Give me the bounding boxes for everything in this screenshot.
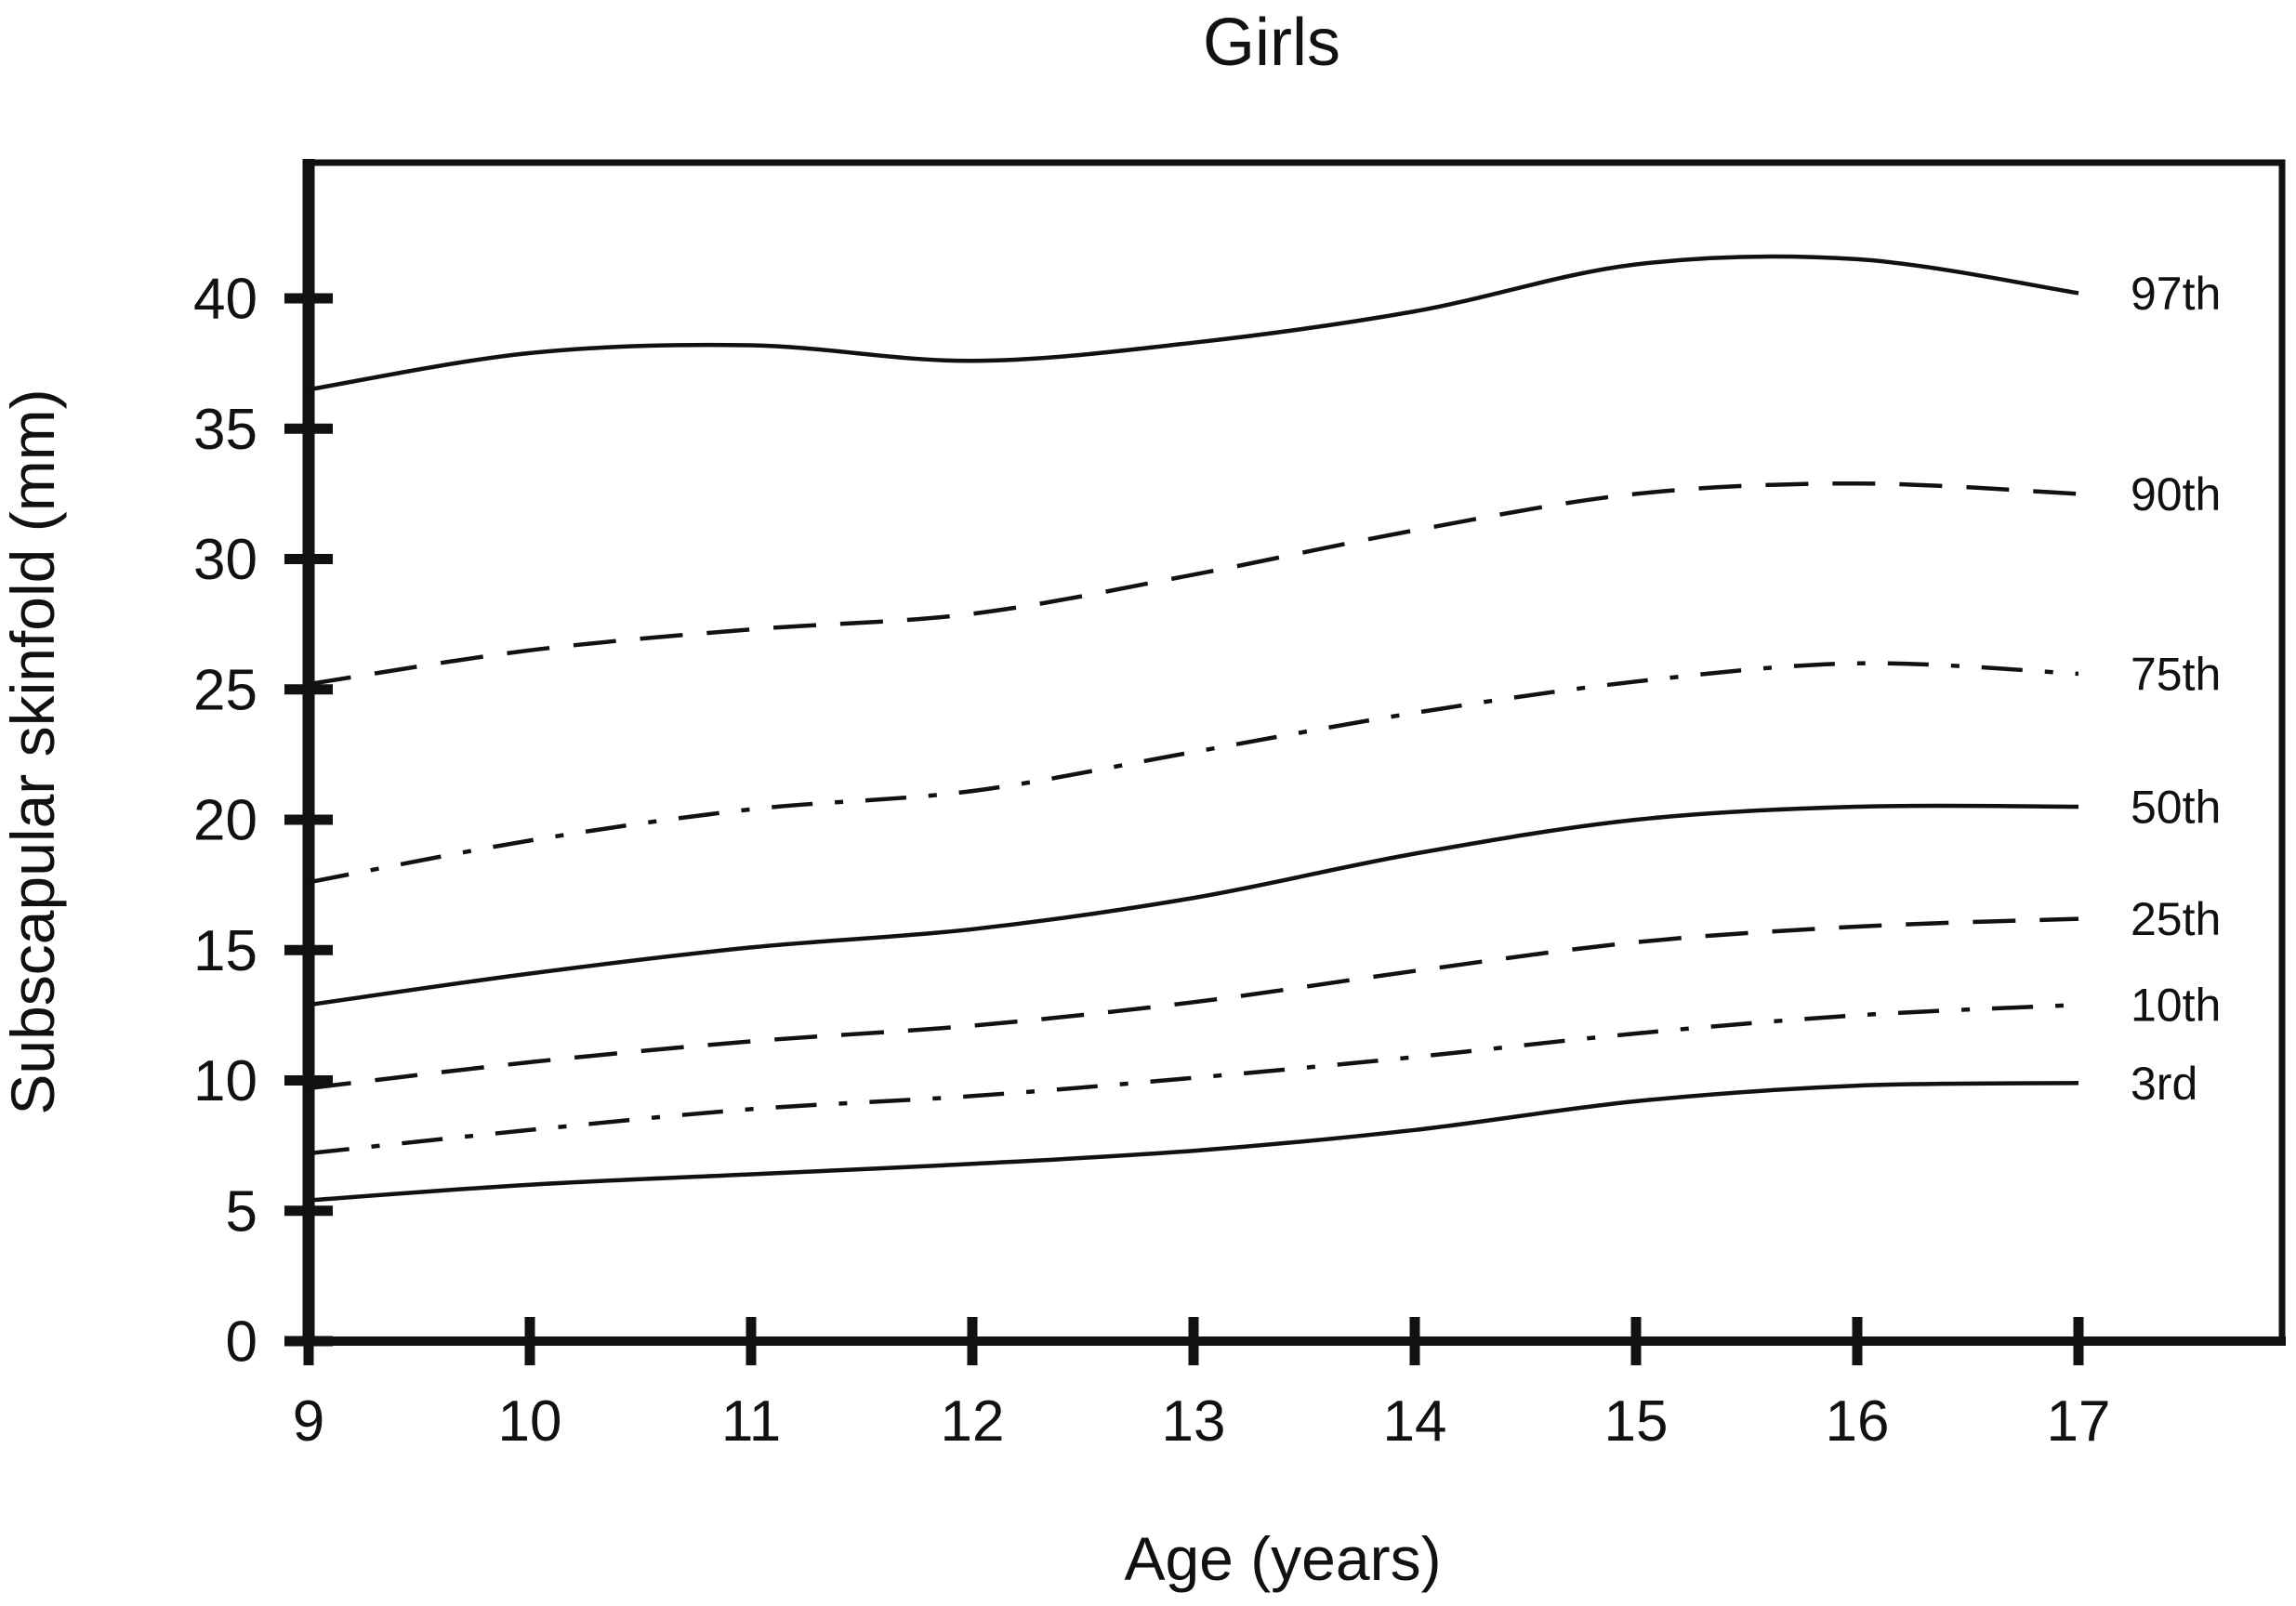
y-tick-label: 15 [193, 919, 257, 983]
x-axis-ticks: 9 10 11 12 13 14 15 16 17 [293, 1317, 2111, 1454]
curve-label-50th: 50th [2131, 782, 2221, 834]
x-tick-label: 14 [1383, 1389, 1447, 1454]
curve-90th [308, 480, 2079, 687]
x-tick-label: 15 [1604, 1389, 1669, 1454]
plot-frame [305, 159, 2286, 1345]
curve-label-90th: 90th [2131, 468, 2221, 520]
x-axis-title: Age (years) [1124, 1524, 1441, 1593]
y-tick-label: 35 [193, 398, 257, 462]
curve-label-10th: 10th [2131, 980, 2221, 1032]
y-tick-label: 40 [193, 268, 257, 332]
y-tick-label: 20 [193, 789, 257, 853]
x-tick-label: 16 [1826, 1389, 1890, 1454]
x-tick-label: 10 [498, 1389, 562, 1454]
curve-label-3rd: 3rd [2131, 1058, 2197, 1110]
percentile-curves [308, 254, 2079, 1203]
percentile-curve-labels: 97th 90th 75th 50th 25th 10th 3rd [2131, 268, 2221, 1110]
chart-title: Girls [1203, 6, 1340, 80]
y-axis-ticks: 0 5 10 15 20 25 30 35 40 [193, 268, 333, 1375]
curve-label-97th: 97th [2131, 268, 2221, 320]
y-tick-label: 0 [226, 1310, 257, 1375]
curve-97th [308, 254, 2079, 392]
x-tick-label: 9 [293, 1389, 324, 1454]
curve-label-75th: 75th [2131, 648, 2221, 700]
x-tick-label: 12 [941, 1389, 1005, 1454]
x-tick-label: 11 [721, 1389, 781, 1454]
curve-10th [308, 1002, 2079, 1156]
y-axis-title: Subscapular skinfold (mm) [0, 388, 67, 1114]
curve-50th [308, 803, 2079, 1007]
y-tick-label: 10 [193, 1049, 257, 1113]
y-tick-label: 25 [193, 659, 257, 723]
curve-25th [308, 916, 2079, 1091]
y-tick-label: 30 [193, 528, 257, 592]
curve-label-25th: 25th [2131, 893, 2221, 945]
curve-3rd [308, 1081, 2079, 1203]
x-tick-label: 13 [1162, 1389, 1226, 1454]
x-tick-label: 17 [2047, 1389, 2111, 1454]
y-tick-label: 5 [226, 1180, 257, 1244]
curve-75th [308, 661, 2079, 885]
